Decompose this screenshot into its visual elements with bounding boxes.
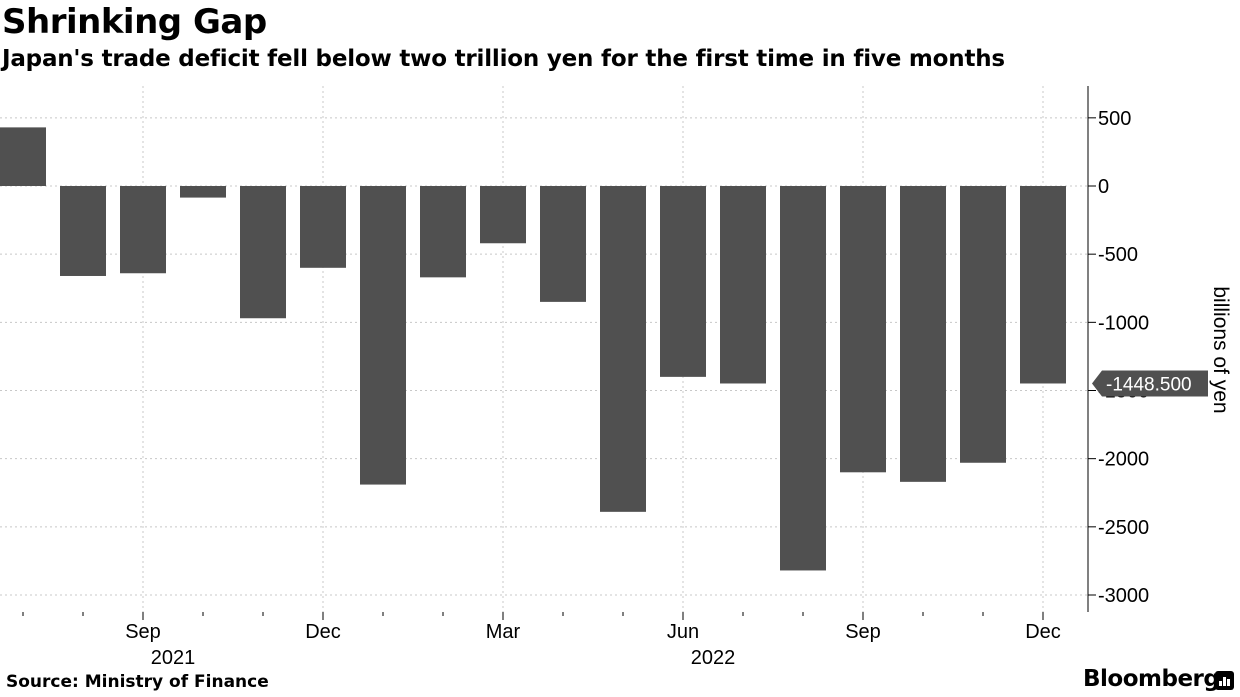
brand-logo-text: Bloomberg [1083, 666, 1220, 692]
bar-2022-05 [600, 186, 646, 512]
x-month-label: Sep [125, 621, 161, 643]
x-month-label: Sep [845, 621, 881, 643]
callout-box [1092, 370, 1208, 397]
y-tick-label: -1000 [1098, 312, 1149, 334]
bar-2021-09 [120, 186, 166, 274]
x-month-label: Mar [486, 621, 521, 643]
bar-2021-10 [180, 186, 226, 198]
x-month-label: Jun [667, 621, 699, 643]
x-axis-labels: Sep Dec Mar Jun Sep Dec 2021 2022 [22, 612, 1061, 669]
x-month-label: Dec [305, 621, 341, 643]
bar-2022-10 [900, 186, 946, 482]
x-year-label: 2021 [151, 647, 196, 669]
bar-2022-04 [540, 186, 586, 302]
y-tick-label: -2000 [1098, 449, 1149, 471]
bar-2022-01 [360, 186, 406, 485]
bar-2022-06 [660, 186, 706, 377]
bar-2021-07 [0, 127, 46, 186]
y-tick-label: -2500 [1098, 517, 1149, 539]
callout-value: -1448.500 [1106, 374, 1192, 395]
bars [0, 127, 1066, 571]
chart-title: Shrinking Gap [2, 2, 267, 42]
y-tick-label: -500 [1098, 244, 1138, 266]
y-axis-label: billions of yen [1209, 286, 1232, 413]
bar-2022-12 [1020, 186, 1066, 384]
bar-2021-11 [240, 186, 286, 319]
bloomberg-chart-icon [1215, 671, 1234, 690]
y-tick-label: 500 [1098, 108, 1131, 130]
bar-2022-08 [780, 186, 826, 571]
y-tick-label: -3000 [1098, 585, 1149, 607]
chart-subtitle: Japan's trade deficit fell below two tri… [2, 46, 1005, 72]
x-month-label: Dec [1025, 621, 1061, 643]
x-year-label: 2022 [691, 647, 736, 669]
bar-2022-03 [480, 186, 526, 244]
source-note: Source: Ministry of Finance [6, 672, 269, 692]
bar-2022-07 [720, 186, 766, 384]
bar-2022-02 [420, 186, 466, 278]
bar-2022-11 [960, 186, 1006, 463]
y-tick-label: 0 [1098, 176, 1109, 198]
bar-2021-08 [60, 186, 106, 276]
bar-2021-12 [300, 186, 346, 268]
bar-2022-09 [840, 186, 886, 473]
last-value-callout: -1448.500 [1092, 370, 1208, 397]
